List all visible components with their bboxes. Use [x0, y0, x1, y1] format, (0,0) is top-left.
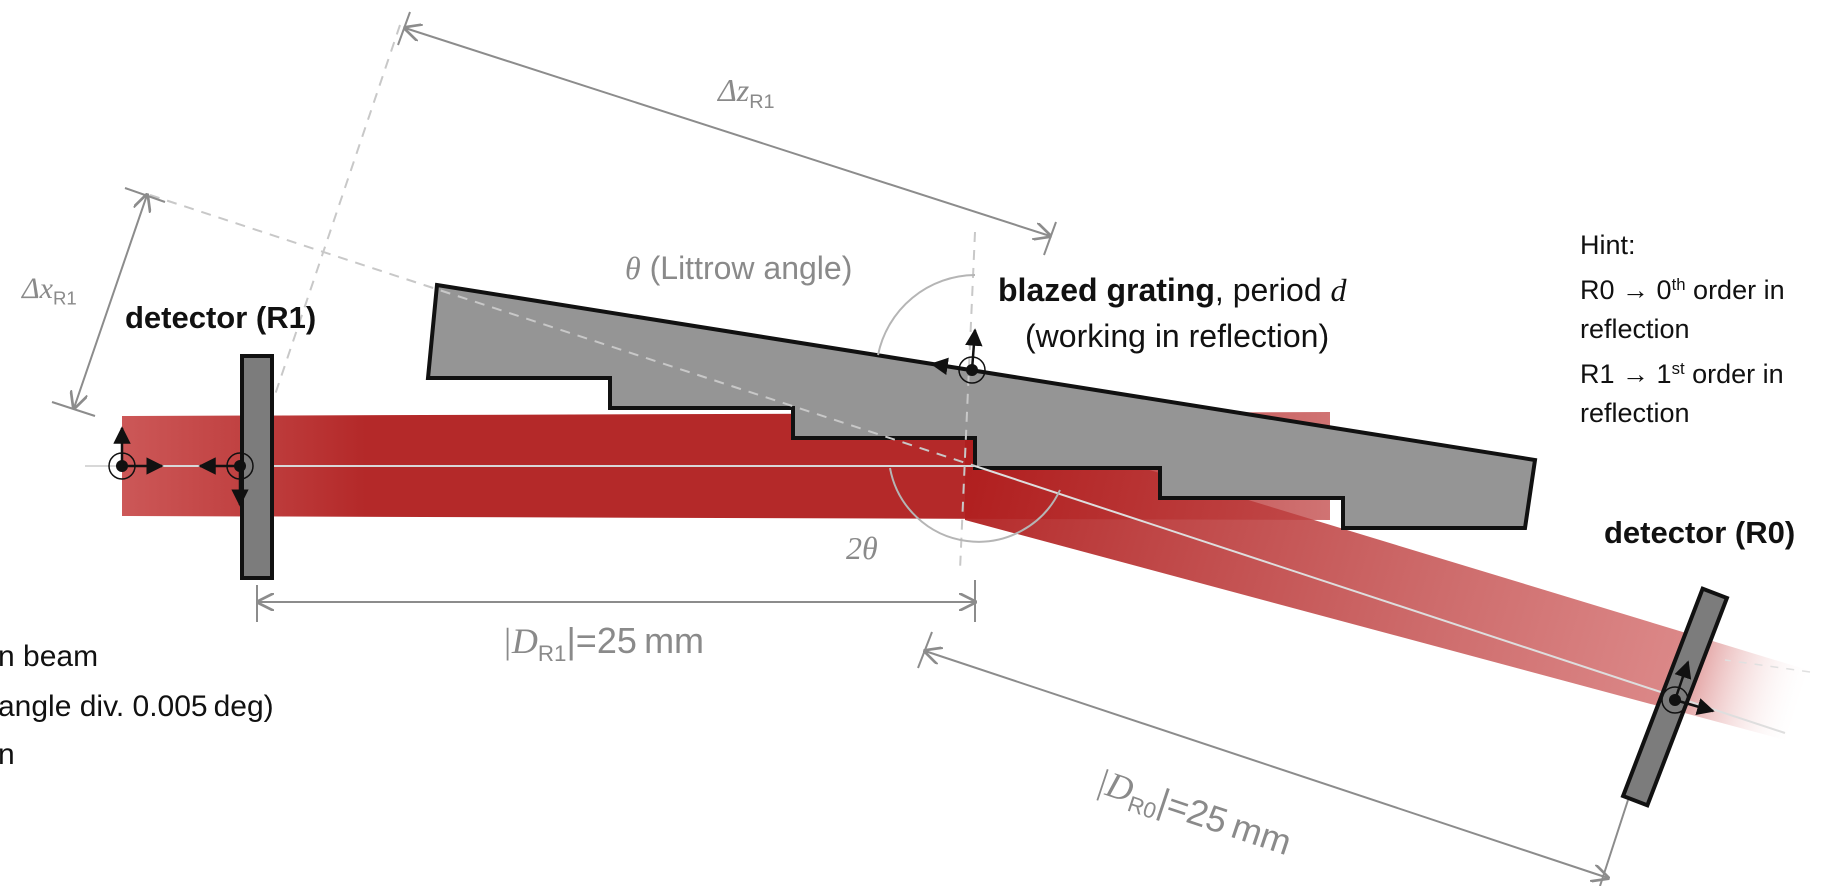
two-theta-arc — [889, 467, 1061, 543]
d-r1-subscript: R1 — [537, 640, 567, 666]
coord-system-source — [108, 426, 164, 480]
hint-title: Hint: — [1580, 230, 1636, 260]
littrow-dashed-line — [149, 194, 976, 467]
delta-z-subscript: R1 — [749, 90, 775, 113]
hint-r1-label: R1 — [1580, 359, 1615, 390]
beam-label-line1: n beam — [0, 640, 99, 673]
delta-z-symbol: Δz — [718, 72, 750, 108]
grating-label: blazed grating, period d — [998, 272, 1347, 309]
hint-r1-line2: reflection — [1580, 398, 1690, 429]
beam-label-line2: angle div. 0.005 deg) — [0, 690, 274, 723]
hint-r1-arrow-icon: → — [1622, 359, 1650, 390]
delta-x-label: ΔxR1 — [22, 272, 77, 310]
detector-r1-label: detector (R1) — [125, 300, 317, 335]
d-r1-label: |DR1|=25 mm — [502, 620, 704, 667]
hint-r0-label: R0 — [1580, 275, 1615, 306]
hint-r0-line: R0 → 0th order in — [1580, 265, 1785, 310]
detector-r1 — [240, 354, 274, 580]
d-r0-dimension — [925, 651, 1608, 878]
delta-x-subscript: R1 — [52, 287, 77, 309]
littrow-angle-arc — [877, 274, 976, 356]
two-theta-symbol: θ — [862, 530, 878, 566]
grating-normal-dashed — [959, 231, 976, 571]
delta-x-symbol: Δx — [22, 272, 53, 305]
detector-r0-label: detector (R0) — [1604, 515, 1796, 550]
hint-r1-order: 1 — [1656, 359, 1672, 390]
littrow-text: (Littrow angle) — [640, 250, 853, 286]
hint-box: Hint: R0 → 0th order in reflection R1 → … — [1580, 226, 1785, 433]
grating-label-d: d — [1330, 272, 1347, 308]
delta-z-dimension — [405, 28, 1050, 236]
delta-x-dimension — [74, 195, 147, 408]
hint-r1-order-rest: order in — [1684, 359, 1784, 390]
coord-system-detector-r1 — [198, 452, 254, 507]
delta-x-tick-top — [124, 187, 166, 203]
grating-label-bold: blazed grating — [998, 272, 1215, 308]
d-r0-tick-left — [917, 631, 933, 669]
reflected-axis-line — [974, 465, 1786, 734]
r1-detector-dashed-line — [257, 24, 401, 446]
hint-r0-arrow-icon: → — [1622, 275, 1650, 306]
theta-symbol: θ — [625, 250, 641, 286]
littrow-angle-label: θ (Littrow angle) — [625, 250, 852, 287]
delta-x-tick-bottom — [51, 401, 96, 417]
hint-r0-order-rest: order in — [1685, 275, 1785, 306]
delta-z-tick-left — [397, 11, 411, 46]
d-r1-value: |=25 mm — [566, 620, 705, 661]
beam-label-line3: n — [0, 738, 15, 771]
delta-z-tick-right — [1043, 221, 1057, 256]
coord-system-grating — [930, 328, 986, 384]
hint-r1-order-sup: st — [1671, 359, 1685, 379]
two-theta-number: 2 — [846, 530, 862, 566]
two-theta-label: 2θ — [846, 530, 878, 567]
coord-system-detector-r0 — [1661, 660, 1715, 716]
hint-r0-order-sup: th — [1671, 275, 1686, 294]
r0-detector-dashed-line — [1724, 659, 1811, 673]
blazed-grating — [425, 282, 1538, 530]
d-r0-tick-right — [1599, 799, 1629, 886]
grating-label-line2: (working in reflection) — [1025, 318, 1330, 354]
hint-r0-line2: reflection — [1580, 314, 1690, 345]
hint-r1-line: R1 → 1st order in — [1580, 349, 1785, 394]
delta-z-label: ΔzR1 — [718, 72, 775, 114]
grating-label-period: , period — [1214, 272, 1331, 308]
hint-r0-order: 0 — [1656, 275, 1672, 306]
d-r1-prefix: |D — [502, 621, 538, 661]
